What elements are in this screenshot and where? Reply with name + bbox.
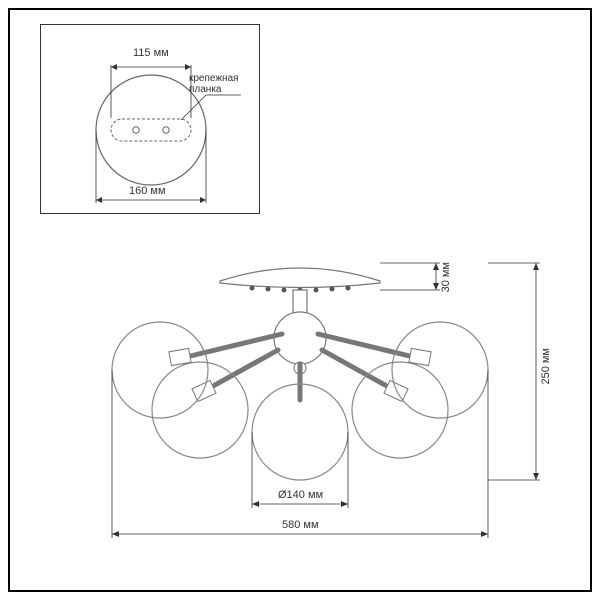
canopy-height-label: 30 мм — [440, 262, 452, 292]
total-width-label: 580 мм — [282, 519, 319, 531]
total-height-label: 250 мм — [540, 348, 552, 385]
main-drawing — [0, 0, 600, 600]
globe-dia-label: Ø140 мм — [278, 489, 323, 501]
